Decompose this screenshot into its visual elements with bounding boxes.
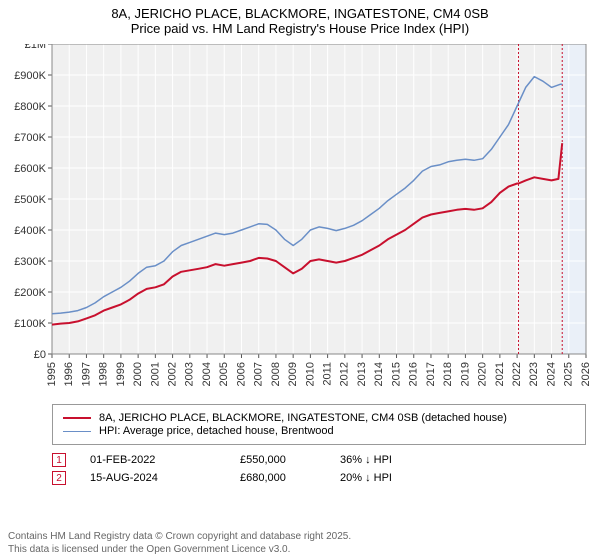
svg-text:2018: 2018 [442,362,454,386]
svg-text:1998: 1998 [98,362,110,386]
svg-text:1999: 1999 [115,362,127,386]
legend-item: 8A, JERICHO PLACE, BLACKMORE, INGATESTON… [63,412,575,424]
chart-title-block: 8A, JERICHO PLACE, BLACKMORE, INGATESTON… [0,0,600,38]
svg-text:£800K: £800K [14,101,46,113]
svg-text:2004: 2004 [201,362,213,386]
svg-text:2011: 2011 [322,362,334,386]
svg-text:2013: 2013 [356,362,368,386]
legend-area: 8A, JERICHO PLACE, BLACKMORE, INGATESTON… [8,404,592,489]
svg-text:2019: 2019 [459,362,471,386]
svg-text:2002: 2002 [166,362,178,386]
svg-text:2023: 2023 [528,362,540,386]
svg-text:2010: 2010 [304,362,316,386]
svg-text:2012: 2012 [339,362,351,386]
tx-marker-2: 2 [52,471,66,485]
legend-box: 8A, JERICHO PLACE, BLACKMORE, INGATESTON… [52,404,586,445]
svg-text:2000: 2000 [132,362,144,386]
legend-swatch-2 [63,431,91,432]
svg-text:£0: £0 [34,349,46,361]
tx-date-1: 01-FEB-2022 [90,454,240,466]
svg-text:1997: 1997 [80,362,92,386]
legend-label-2: HPI: Average price, detached house, Bren… [99,425,334,437]
svg-text:2024: 2024 [545,362,557,386]
table-row: 2 15-AUG-2024 £680,000 20% ↓ HPI [52,471,592,485]
svg-text:2008: 2008 [270,362,282,386]
svg-text:2025: 2025 [563,362,575,386]
tx-price-2: £680,000 [240,472,340,484]
svg-text:2001: 2001 [149,362,161,386]
svg-text:2006: 2006 [235,362,247,386]
table-row: 1 01-FEB-2022 £550,000 36% ↓ HPI [52,453,592,467]
svg-text:2007: 2007 [253,362,265,386]
svg-text:£600K: £600K [14,163,46,175]
tx-pct-1: 36% ↓ HPI [340,454,460,466]
svg-text:£400K: £400K [14,225,46,237]
svg-text:2016: 2016 [408,362,420,386]
svg-text:2020: 2020 [477,362,489,386]
svg-text:2021: 2021 [494,362,506,386]
svg-text:2017: 2017 [425,362,437,386]
svg-text:£700K: £700K [14,132,46,144]
title-line2: Price paid vs. HM Land Registry's House … [0,21,600,36]
footer-line2: This data is licensed under the Open Gov… [8,543,592,556]
footer-attribution: Contains HM Land Registry data © Crown c… [8,530,592,556]
svg-text:2014: 2014 [373,362,385,386]
svg-text:£900K: £900K [14,70,46,82]
tx-marker-1: 1 [52,453,66,467]
tx-date-2: 15-AUG-2024 [90,472,240,484]
legend-swatch-1 [63,417,91,419]
svg-text:£300K: £300K [14,256,46,268]
svg-text:2015: 2015 [390,362,402,386]
svg-text:2026: 2026 [580,362,592,386]
title-line1: 8A, JERICHO PLACE, BLACKMORE, INGATESTON… [0,6,600,21]
tx-pct-2: 20% ↓ HPI [340,472,460,484]
svg-text:1995: 1995 [46,362,58,386]
legend-label-1: 8A, JERICHO PLACE, BLACKMORE, INGATESTON… [99,412,507,424]
svg-text:£1M: £1M [25,44,46,51]
svg-text:£100K: £100K [14,318,46,330]
svg-text:£200K: £200K [14,287,46,299]
legend-item: HPI: Average price, detached house, Bren… [63,425,575,437]
svg-text:1996: 1996 [63,362,75,386]
svg-text:2005: 2005 [218,362,230,386]
footer-line1: Contains HM Land Registry data © Crown c… [8,530,592,543]
svg-text:2009: 2009 [287,362,299,386]
svg-text:2003: 2003 [184,362,196,386]
tx-price-1: £550,000 [240,454,340,466]
line-chart: £0 £100K £200K £300K £400K £500K £600K £700K £80… [8,44,592,394]
svg-text:£500K: £500K [14,194,46,206]
transactions-table: 1 01-FEB-2022 £550,000 36% ↓ HPI 2 15-AU… [52,453,592,485]
chart-container: £0 £100K £200K £300K £400K £500K £600K £700K £80… [8,44,592,394]
svg-text:2022: 2022 [511,362,523,386]
